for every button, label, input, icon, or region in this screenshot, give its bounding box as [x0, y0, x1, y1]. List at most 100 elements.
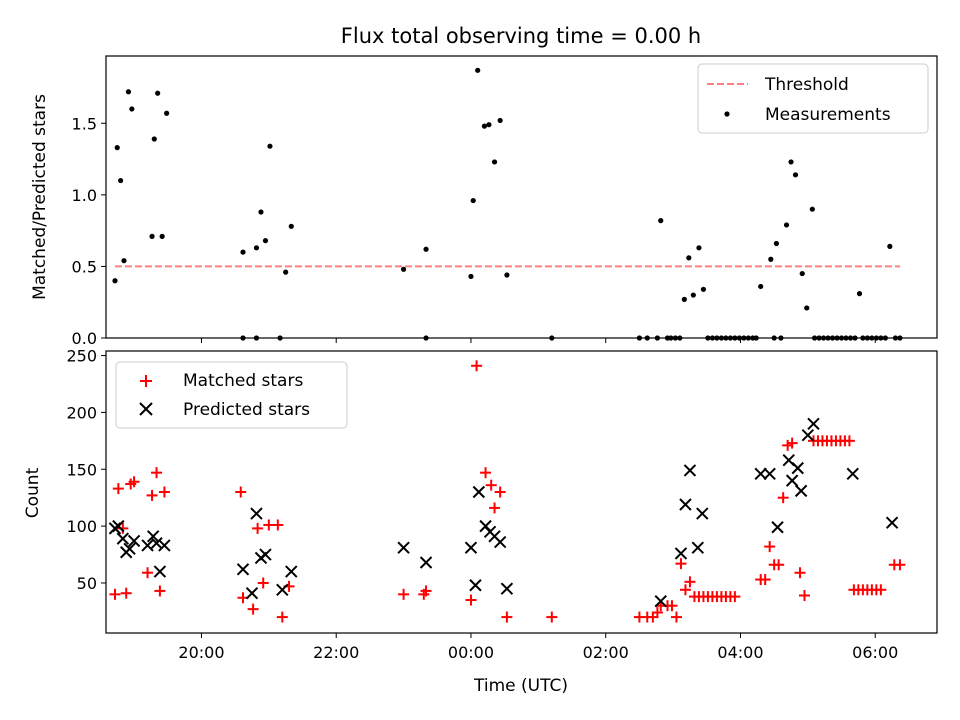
- measurement-point: [788, 159, 794, 165]
- measurement-point: [468, 273, 474, 280]
- measurement-point: [804, 305, 810, 311]
- predicted-star-marker-b: [472, 485, 486, 499]
- measurement-point: [491, 159, 498, 165]
- top-y-tick-label: 0.5: [72, 257, 97, 276]
- matched-star-marker: [420, 585, 432, 597]
- measurement-point: [497, 117, 503, 124]
- predicted-star-marker: [696, 507, 709, 520]
- predicted-star-marker-b: [801, 428, 815, 442]
- measurement-point: [267, 143, 273, 149]
- matched-star-marker: [465, 594, 477, 606]
- predicted-star-marker: [276, 583, 289, 596]
- bottom-legend-box: [115, 361, 348, 429]
- predicted-star-marker-b: [691, 541, 705, 554]
- measurement-point: [288, 223, 294, 229]
- measurement-point: [792, 172, 799, 178]
- matched-star-marker: [729, 591, 741, 603]
- matched-star-marker: [109, 588, 121, 600]
- predicted-star-marker: [464, 541, 478, 554]
- measurement-point: [773, 240, 780, 247]
- matched-star-marker: [777, 492, 789, 504]
- predicted-star-marker-b: [791, 461, 804, 475]
- measurement-point: [283, 269, 289, 275]
- measurement-point: [681, 296, 687, 302]
- matched-star-marker: [764, 541, 776, 553]
- predicted-star-marker: [116, 532, 130, 545]
- matched-star-marker: [786, 437, 798, 449]
- predicted-star-marker-b: [763, 467, 776, 481]
- matched-star-marker: [252, 522, 264, 534]
- predicted-star-marker: [472, 485, 486, 499]
- predicted-star-marker-b: [285, 565, 298, 578]
- predicted-legend-label: Predicted stars: [183, 400, 310, 420]
- measurement-point: [758, 283, 764, 290]
- measurement-point: [125, 89, 132, 95]
- predicted-star-marker: [146, 530, 160, 543]
- predicted-star-marker: [691, 541, 705, 554]
- bottom-x-tick-label: 04:00: [717, 643, 763, 662]
- measurement-point: [799, 270, 805, 277]
- predicted-star-marker-b: [146, 530, 160, 543]
- predicted-star-marker: [259, 548, 272, 561]
- measurement-point: [164, 110, 170, 116]
- bottom-x-tick-label: 00:00: [448, 643, 494, 662]
- top-y-tick-label: 1.5: [72, 114, 97, 133]
- bottom-x-tick-label: 06:00: [852, 643, 898, 662]
- bottom-y-tick-label: 200: [66, 403, 97, 422]
- predicted-star-marker-b: [846, 467, 859, 481]
- predicted-legend-swatch: [139, 402, 153, 416]
- predicted-star-marker: [493, 535, 507, 549]
- bottom-legend: Matched stars Predicted stars: [115, 361, 348, 429]
- predicted-star-marker-b: [112, 519, 125, 533]
- matched-star-marker: [158, 486, 170, 498]
- predicted-star-marker: [785, 474, 799, 487]
- matched-star-marker: [235, 486, 247, 498]
- measurement-point: [486, 122, 492, 128]
- predicted-star-marker-b: [153, 565, 167, 578]
- measurement-point: [151, 136, 157, 142]
- chart-title: Flux total observing time = 0.00 h: [341, 24, 701, 48]
- predicted-star-marker-b: [245, 586, 259, 600]
- top-legend: Threshold Measurements: [697, 63, 929, 134]
- matched-star-marker: [489, 502, 501, 514]
- bottom-x-axis: 20:00 22:00 00:00 02:00 04:00 06:00: [178, 633, 898, 662]
- predicted-star-marker: [801, 428, 815, 442]
- measurement-point: [887, 243, 893, 249]
- matched-legend-swatch: [140, 375, 152, 387]
- predicted-star-marker: [469, 579, 482, 592]
- matched-star-marker: [843, 435, 855, 447]
- matched-star-marker: [142, 567, 154, 579]
- predicted-star-marker: [791, 461, 804, 475]
- predicted-star-marker-b: [654, 594, 667, 608]
- predicted-stars-layer: [108, 417, 899, 608]
- predicted-star-marker: [112, 519, 125, 533]
- matched-star-marker: [494, 486, 506, 498]
- predicted-star-marker-b: [116, 532, 130, 545]
- bottom-x-tick-label: 02:00: [583, 643, 629, 662]
- measurement-point: [149, 233, 155, 239]
- predicted-star-marker-b: [127, 534, 141, 548]
- matched-star-marker: [120, 587, 132, 599]
- predicted-star-marker: [885, 516, 899, 529]
- bottom-panel: 50 100 150 200 250 20:00 22:00 00:00 02:00 04:00…: [23, 347, 938, 696]
- measurement-point: [696, 245, 702, 251]
- matched-star-marker: [651, 607, 663, 619]
- matched-star-marker: [894, 559, 906, 571]
- top-y-axis: 0.0 0.5 1.0 1.5: [72, 114, 106, 348]
- predicted-star-marker-b: [500, 582, 514, 595]
- top-legend-box: [697, 63, 929, 134]
- matched-star-marker: [679, 584, 691, 596]
- matched-star-marker: [773, 559, 785, 571]
- predicted-star-marker: [674, 547, 688, 560]
- measurement-point: [155, 90, 161, 96]
- predicted-star-marker: [150, 536, 163, 550]
- predicted-star-marker: [123, 542, 136, 556]
- matched-star-marker: [151, 467, 163, 479]
- measurement-point: [470, 197, 476, 204]
- matched-star-marker: [257, 577, 269, 589]
- measurement-point: [258, 209, 264, 215]
- predicted-star-marker-b: [158, 539, 171, 552]
- matched-star-marker: [154, 585, 166, 597]
- bottom-y-tick-label: 150: [66, 460, 97, 479]
